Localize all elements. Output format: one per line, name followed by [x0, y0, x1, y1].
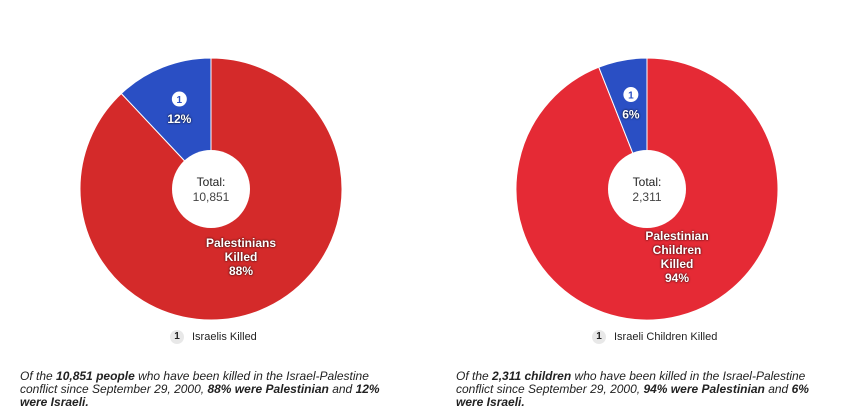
legend-label: Israelis Killed [192, 331, 257, 343]
info-badge-icon[interactable]: 1 [623, 87, 639, 103]
caption-text: who have been killed in the Israel-Pales… [20, 369, 369, 396]
donut-chart-people: Palestinians Killed 88% 1 12% Total:10,851 [79, 57, 343, 321]
legend-badge: 1 [592, 330, 606, 344]
caption-bold: 88% were Palestinian [207, 382, 329, 396]
center-title: Total: [633, 175, 662, 189]
caption-people: Of the 10,851 people who have been kille… [20, 370, 390, 409]
donut-chart-children: Palestinian Children Killed 94% 1 6% Total:2,3… [515, 57, 779, 321]
pie-slice-1[interactable] [120, 57, 212, 191]
caption-bold: 6% were Israeli. [456, 382, 809, 409]
slice-label-1: 12% [167, 112, 191, 126]
legend-badge: 1 [170, 330, 184, 344]
donut-hole [172, 150, 250, 228]
caption-bold: 94% were Palestinian [643, 382, 765, 396]
svg-text:1: 1 [628, 91, 634, 102]
center-title: Total: [197, 175, 226, 189]
caption-bold: 2,311 children [492, 369, 572, 383]
chart-panel-left: Palestinians Killed 88% 1 12% Total: 10,851 1 … [20, 57, 390, 409]
caption-text: Of the [456, 369, 493, 383]
slice-label-1: 6% [622, 108, 640, 122]
legend-people[interactable]: 1 Israelis Killed [170, 330, 257, 344]
caption-text: who have been killed in the Israel-Pales… [456, 369, 806, 396]
svg-text:1: 1 [177, 95, 183, 106]
caption-bold: 10,851 people [56, 369, 135, 383]
donut-hole [608, 150, 686, 228]
caption-children: Of the 2,311 children who have been kill… [456, 370, 826, 409]
legend-children[interactable]: 1 Israeli Children Killed [592, 330, 717, 344]
slice-label-0: Palestinian Children Killed 94% [645, 229, 708, 285]
center-total-value: 2,311 [632, 190, 661, 204]
chart-panel-right: Palestinian Children Killed 94% 1 6% Total: 2,3… [422, 0, 844, 415]
slice-label-0: Palestinians Killed 88% [206, 236, 276, 278]
center-total-value: 10,851 [193, 190, 230, 204]
caption-bold: 12% were Israeli. [20, 382, 380, 409]
caption-text: Of the [20, 369, 57, 383]
caption-text: and [764, 382, 792, 396]
caption-text: and [328, 382, 356, 396]
info-badge-icon[interactable]: 1 [171, 91, 187, 107]
legend-label: Israeli Children Killed [614, 331, 718, 343]
